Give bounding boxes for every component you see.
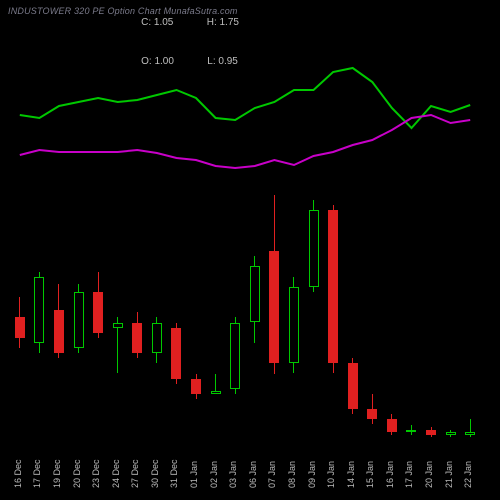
c-label: C: xyxy=(141,17,151,28)
candle-body xyxy=(132,323,142,354)
candle-body xyxy=(93,292,103,333)
candle-body xyxy=(250,266,260,322)
x-axis: 16 Dec 17 Dec 19 Dec 20 Dec 23 Dec 24 Dec 27 D… xyxy=(10,450,480,500)
x-axis-label: 07 Jan xyxy=(267,461,277,488)
x-axis-label: 17 Jan xyxy=(404,461,414,488)
candle-body xyxy=(211,391,221,394)
x-axis-label: 27 Dec xyxy=(130,459,140,488)
x-axis-label: 16 Jan xyxy=(385,461,395,488)
x-axis-label: 09 Jan xyxy=(307,461,317,488)
candle-body xyxy=(54,310,64,353)
x-axis-label: 10 Jan xyxy=(326,461,336,488)
candle-body xyxy=(328,210,338,363)
x-axis-label: 08 Jan xyxy=(287,461,297,488)
x-axis-label: 15 Jan xyxy=(365,461,375,488)
indicator-lines xyxy=(10,60,480,180)
x-axis-label: 03 Jan xyxy=(228,461,238,488)
x-axis-label: 22 Jan xyxy=(463,461,473,488)
candlestick-panel xyxy=(10,195,480,450)
candle-body xyxy=(348,363,358,409)
x-axis-label: 20 Dec xyxy=(72,459,82,488)
candle-body xyxy=(113,323,123,328)
candle-body xyxy=(406,430,416,433)
candle-body xyxy=(171,328,181,379)
candle-body xyxy=(230,323,240,389)
magenta-line xyxy=(20,115,470,168)
candle-body xyxy=(74,292,84,348)
x-axis-label: 16 Dec xyxy=(13,459,23,488)
h-value: 1.75 xyxy=(220,17,239,28)
x-axis-label: 02 Jan xyxy=(209,461,219,488)
candle-body xyxy=(15,317,25,337)
ohlc-row-1: C: 1.05 H: 1.75 xyxy=(130,3,239,42)
candle-body xyxy=(289,287,299,364)
h-label: H: xyxy=(207,17,217,28)
x-axis-label: 30 Dec xyxy=(150,459,160,488)
candle-body xyxy=(446,432,456,435)
green-line xyxy=(20,68,470,128)
candle-body xyxy=(465,432,475,435)
x-axis-label: 21 Jan xyxy=(444,461,454,488)
candle-body xyxy=(426,430,436,435)
candle-body xyxy=(191,379,201,394)
candle-body xyxy=(152,323,162,354)
x-axis-label: 24 Dec xyxy=(111,459,121,488)
x-axis-label: 01 Jan xyxy=(189,461,199,488)
x-axis-label: 17 Dec xyxy=(32,459,42,488)
candle-body xyxy=(367,409,377,419)
candle-body xyxy=(387,419,397,432)
x-axis-label: 23 Dec xyxy=(91,459,101,488)
candle-body xyxy=(269,251,279,363)
x-axis-label: 19 Dec xyxy=(52,459,62,488)
x-axis-label: 14 Jan xyxy=(346,461,356,488)
x-axis-label: 20 Jan xyxy=(424,461,434,488)
indicator-panel xyxy=(10,60,480,180)
x-axis-label: 06 Jan xyxy=(248,461,258,488)
x-axis-label: 31 Dec xyxy=(169,459,179,488)
candle-body xyxy=(309,210,319,287)
c-value: 1.05 xyxy=(154,17,173,28)
candle-body xyxy=(34,277,44,343)
